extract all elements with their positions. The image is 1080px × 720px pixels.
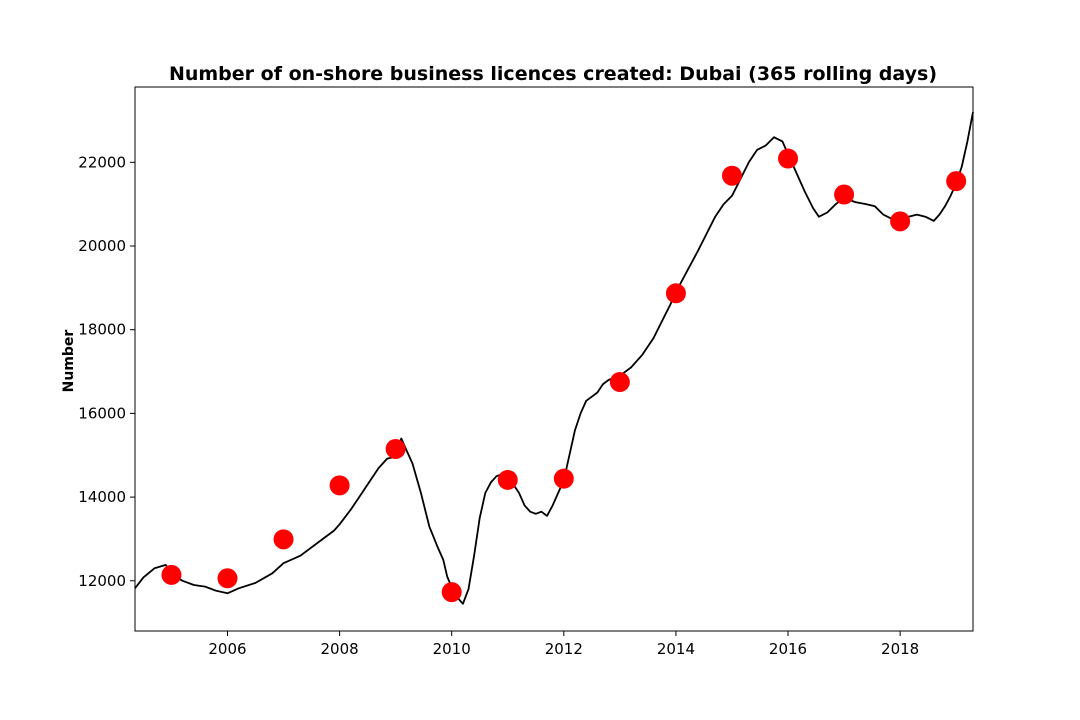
data-point-marker bbox=[778, 148, 799, 169]
y-tick-label: 20000 bbox=[78, 237, 126, 255]
x-tick-label: 2016 bbox=[769, 640, 807, 658]
x-tick-label: 2010 bbox=[433, 640, 471, 658]
data-point-marker bbox=[497, 469, 518, 490]
data-point-marker bbox=[441, 582, 462, 603]
plot-frame bbox=[134, 86, 974, 632]
y-tick-label: 12000 bbox=[78, 572, 126, 590]
x-tick-label: 2008 bbox=[321, 640, 359, 658]
data-point-marker bbox=[385, 438, 406, 459]
data-point-marker bbox=[834, 184, 855, 205]
data-point-marker bbox=[553, 468, 574, 489]
y-tick-label: 14000 bbox=[78, 488, 126, 506]
x-tick-label: 2018 bbox=[881, 640, 919, 658]
data-point-marker bbox=[665, 283, 686, 304]
series-line bbox=[134, 111, 974, 605]
data-point-marker bbox=[217, 568, 238, 589]
data-point-marker bbox=[329, 475, 350, 496]
data-point-marker bbox=[890, 211, 911, 232]
x-tick-label: 2014 bbox=[657, 640, 695, 658]
y-tick-label: 22000 bbox=[78, 153, 126, 171]
x-tick-label: 2012 bbox=[545, 640, 583, 658]
data-point-marker bbox=[161, 564, 182, 585]
y-tick-label: 18000 bbox=[78, 321, 126, 339]
data-point-marker bbox=[273, 529, 294, 550]
y-axis-label: Number bbox=[61, 330, 77, 393]
plot-area: 2006 2008 2010 2012 2014 2016 2018 12000 14000 16… bbox=[78, 86, 974, 658]
y-tick-label: 16000 bbox=[78, 404, 126, 422]
data-point-marker bbox=[609, 372, 630, 393]
data-point-marker bbox=[946, 171, 967, 192]
data-point-marker bbox=[721, 165, 742, 186]
x-tick-label: 2006 bbox=[208, 640, 246, 658]
chart-title: Number of on-shore business licences cre… bbox=[169, 63, 937, 85]
